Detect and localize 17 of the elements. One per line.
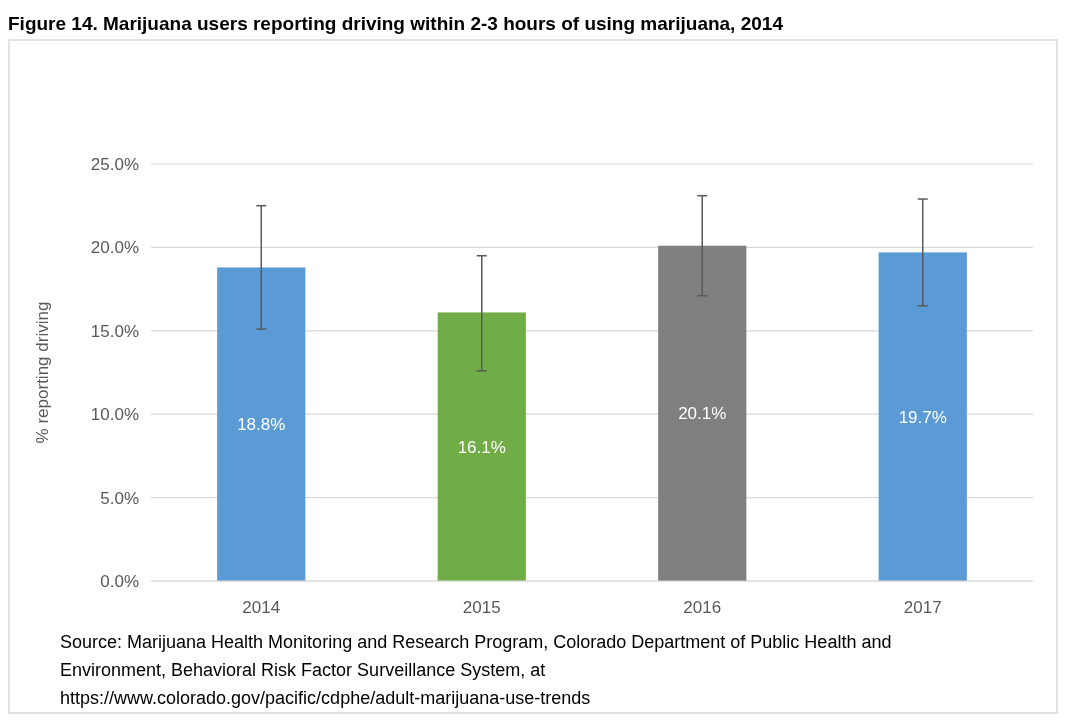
chart-title: Figure 14. Marijuana users reporting driving within 2-3 hours of using marijuana, 2014 — [8, 13, 784, 34]
y-tick-label: 25.0% — [90, 155, 139, 174]
x-tick-label: 2017 — [903, 598, 942, 617]
x-tick-label: 2015 — [462, 598, 501, 617]
source-note: Source: Marijuana Health Monitoring and Research Program, Colorado Department of Public Health and Environment, Behavioral Risk Factor Surveillance System, at https://www.colorado.gov/pacific/cdphe/adult-marijuana-use-trends — [60, 632, 892, 708]
y-tick-label: 10.0% — [90, 405, 139, 425]
x-tick-label: 2016 — [683, 598, 722, 617]
data-label: 19.7% — [898, 407, 947, 427]
data-label: 20.1% — [678, 404, 727, 424]
y-tick-label: 20.0% — [90, 238, 139, 258]
data-label: 18.8% — [237, 415, 286, 435]
y-tick-label: 15.0% — [90, 321, 139, 341]
y-tick-label: 5.0% — [100, 488, 139, 508]
x-tick-label: 2014 — [242, 598, 281, 617]
data-label: 16.1% — [457, 437, 506, 457]
y-axis-title: % reporting driving — [33, 301, 52, 444]
y-tick-label: 0.0% — [100, 572, 139, 591]
